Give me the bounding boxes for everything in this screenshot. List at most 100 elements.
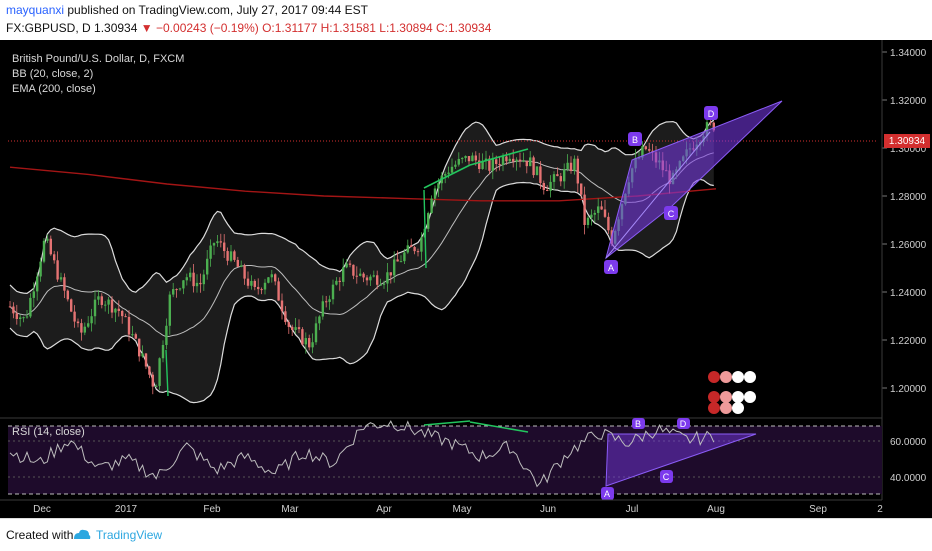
divergence-line-2: [469, 148, 529, 166]
divergence-line-1: [423, 164, 471, 189]
candle-body: [253, 280, 256, 287]
candle-body: [144, 353, 148, 367]
candle-body: [199, 282, 202, 285]
candle-body: [189, 272, 192, 278]
price-tick-3: 1.28000: [890, 192, 927, 203]
price-chart[interactable]: A B C D 1.34000 1.32000 1.30000 1.28000 1.26…: [0, 40, 932, 518]
rsi-band: [8, 426, 882, 494]
candle-body: [539, 166, 542, 183]
candle-body: [491, 159, 494, 171]
candle-body: [274, 274, 277, 282]
candle-body: [263, 282, 267, 290]
candle-body: [182, 280, 185, 289]
candle-body: [297, 327, 301, 330]
candle-body: [712, 122, 715, 131]
candle-body: [345, 263, 348, 268]
candle-body: [114, 308, 117, 313]
candle-body: [450, 166, 454, 173]
candle-body: [240, 265, 243, 267]
candle-body: [110, 299, 114, 313]
legend-bb[interactable]: BB (20, close, 2): [12, 68, 94, 80]
candle-body: [427, 213, 430, 229]
wedge-pattern: [605, 100, 783, 260]
last-price-tag: [884, 134, 930, 148]
main-legend: British Pound/U.S. Dollar, D, FXCM BB (2…: [12, 52, 184, 97]
candle-body: [573, 158, 576, 171]
candle-body: [25, 316, 29, 318]
candle-body: [532, 157, 535, 176]
legend-symbol[interactable]: British Pound/U.S. Dollar, D, FXCM: [12, 53, 185, 65]
candle-body: [644, 146, 647, 150]
chart-area[interactable]: A B C D 1.34000 1.32000 1.30000 1.28000 1.26…: [0, 40, 932, 518]
candle-body: [141, 353, 144, 357]
legend-ema[interactable]: EMA (200, close): [12, 83, 96, 95]
candle-body: [206, 258, 209, 275]
chart-header: mayquanxi published on TradingView.com, …: [0, 0, 932, 40]
candle-body: [386, 272, 389, 284]
candle-body: [563, 169, 566, 182]
candle-body: [158, 358, 161, 386]
legend-rsi[interactable]: RSI (14, close): [12, 426, 85, 438]
candle-body: [603, 209, 607, 217]
price-tick-6: 1.22000: [890, 336, 927, 347]
candle-body: [437, 183, 440, 189]
candle-body: [464, 156, 467, 159]
bollinger-fill: [10, 120, 714, 403]
price-tick-5: 1.24000: [890, 288, 927, 299]
time-tick-5: May: [453, 504, 472, 515]
candle-body: [597, 206, 600, 213]
publish-line: mayquanxi published on TradingView.com, …: [6, 3, 368, 17]
candle-body: [63, 277, 66, 291]
label-D: D: [704, 106, 718, 120]
candle-body: [512, 158, 515, 162]
candle-body: [233, 251, 236, 260]
author-link[interactable]: mayquanxi: [6, 3, 65, 17]
candle-body: [104, 304, 107, 306]
rally-line: [423, 189, 427, 269]
candle-body: [19, 317, 22, 319]
candle-body: [267, 277, 270, 283]
time-tick-1: 2017: [115, 504, 138, 515]
candle-body: [362, 273, 365, 278]
candle-body: [304, 338, 307, 345]
candle-body: [178, 288, 182, 290]
candle-body: [325, 301, 328, 303]
candle-body: [294, 327, 297, 330]
tradingview-link[interactable]: TradingView: [96, 528, 163, 542]
time-tick-7: Jul: [626, 504, 639, 515]
candle-body: [416, 251, 420, 253]
candle-body: [576, 158, 579, 184]
candle-body: [308, 338, 311, 348]
time-tick-9: Sep: [809, 504, 827, 515]
candle-body: [372, 275, 375, 277]
price-tick-4: 1.26000: [890, 240, 927, 251]
candle-body: [127, 316, 131, 335]
candle-body: [481, 160, 484, 169]
candle-body: [138, 338, 141, 357]
candle-body: [107, 299, 110, 305]
price-change: −0.00243 (−0.19%): [156, 21, 259, 35]
candle-body: [53, 254, 56, 261]
time-axis[interactable]: Dec 2017 Feb Mar Apr May Jun Jul Aug Sep 2: [33, 504, 883, 515]
rsi-tick-60: 60.0000: [890, 437, 927, 448]
event-flags-icon[interactable]: [708, 371, 756, 414]
svg-text:B: B: [632, 135, 638, 145]
candle-body: [83, 326, 86, 333]
rsi-label-D: D: [677, 418, 690, 429]
candle-body: [355, 275, 358, 277]
candle-body: [223, 242, 226, 252]
candle-body: [396, 259, 399, 262]
candle-body: [260, 289, 263, 291]
candle-body: [246, 278, 250, 286]
candle-body: [593, 212, 596, 215]
symbol-line: FX:GBPUSD, D 1.30934 ▼ −0.00243 (−0.19%)…: [6, 21, 491, 35]
candle-body: [161, 344, 165, 359]
candle-body: [151, 374, 154, 387]
candle-body: [556, 174, 559, 177]
candle-body: [413, 247, 416, 252]
candle-body: [172, 289, 175, 295]
candle-body: [8, 306, 12, 308]
candle-body: [291, 326, 294, 330]
time-tick-6: Jun: [540, 504, 556, 515]
price-axis[interactable]: 1.34000 1.32000 1.30000 1.28000 1.26000 1.240…: [890, 48, 927, 395]
